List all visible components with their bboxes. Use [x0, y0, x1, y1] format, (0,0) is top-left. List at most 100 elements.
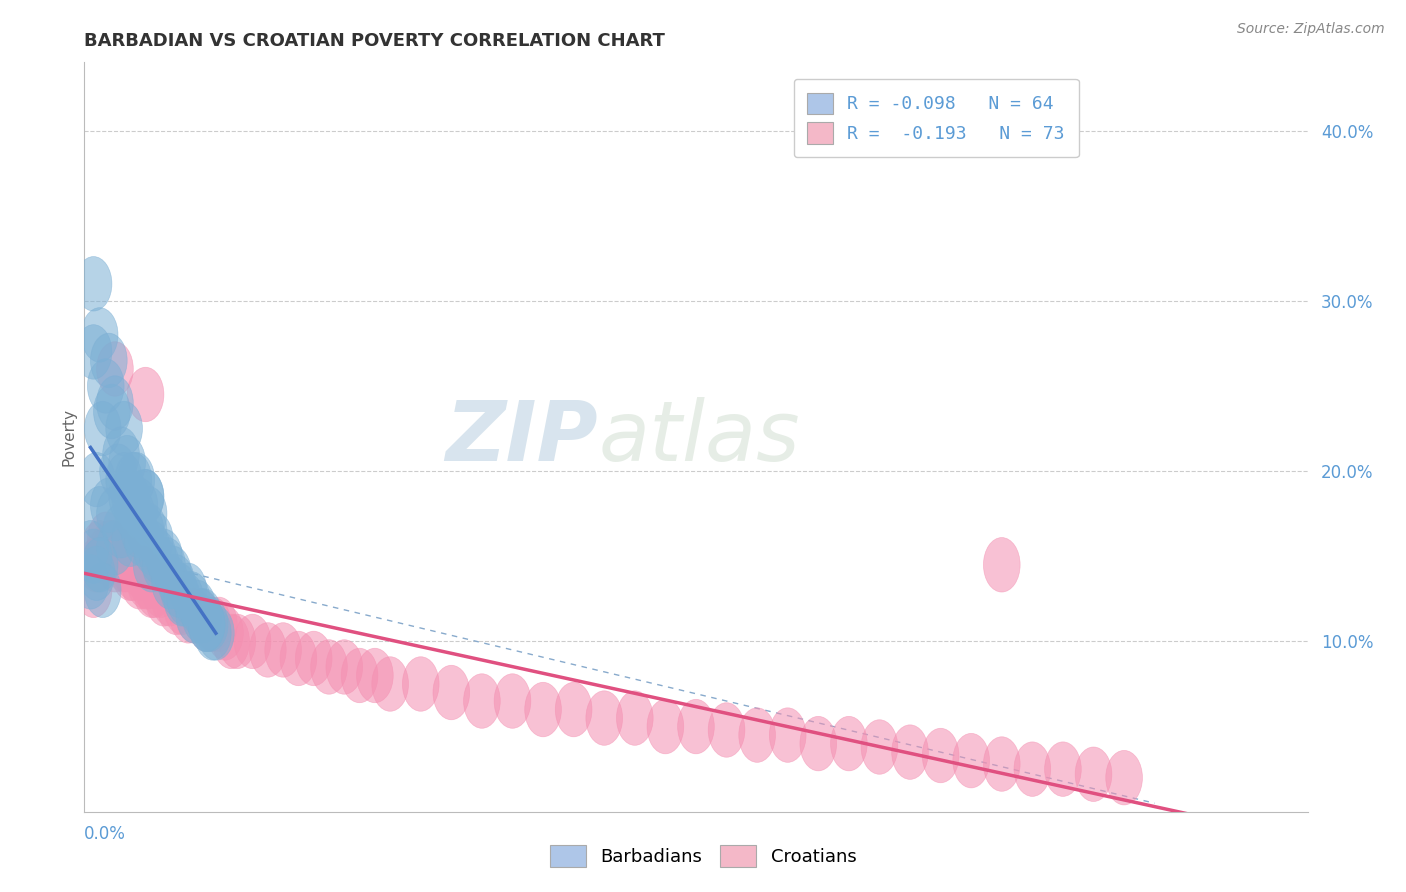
Ellipse shape — [891, 725, 928, 780]
Ellipse shape — [922, 728, 959, 783]
Text: BARBADIAN VS CROATIAN POVERTY CORRELATION CHART: BARBADIAN VS CROATIAN POVERTY CORRELATIO… — [84, 32, 665, 50]
Ellipse shape — [149, 538, 186, 592]
Ellipse shape — [100, 529, 136, 583]
Ellipse shape — [127, 368, 165, 422]
Ellipse shape — [127, 469, 165, 524]
Ellipse shape — [118, 538, 155, 592]
Ellipse shape — [97, 486, 134, 541]
Ellipse shape — [170, 589, 207, 643]
Ellipse shape — [555, 682, 592, 737]
Ellipse shape — [139, 555, 176, 609]
Ellipse shape — [647, 699, 683, 754]
Ellipse shape — [678, 699, 714, 754]
Ellipse shape — [197, 606, 235, 660]
Ellipse shape — [134, 521, 170, 575]
Ellipse shape — [142, 563, 179, 617]
Ellipse shape — [146, 529, 183, 583]
Ellipse shape — [127, 555, 165, 609]
Ellipse shape — [524, 682, 561, 737]
Ellipse shape — [342, 648, 378, 703]
Ellipse shape — [179, 580, 217, 634]
Ellipse shape — [264, 623, 301, 677]
Ellipse shape — [167, 572, 204, 626]
Ellipse shape — [112, 512, 149, 566]
Ellipse shape — [103, 529, 139, 583]
Ellipse shape — [212, 615, 249, 669]
Ellipse shape — [235, 615, 271, 669]
Ellipse shape — [183, 589, 219, 643]
Ellipse shape — [983, 737, 1021, 791]
Ellipse shape — [326, 640, 363, 694]
Ellipse shape — [87, 512, 124, 566]
Ellipse shape — [115, 452, 152, 507]
Ellipse shape — [112, 469, 149, 524]
Ellipse shape — [586, 690, 623, 746]
Ellipse shape — [84, 563, 121, 617]
Ellipse shape — [121, 478, 157, 533]
Ellipse shape — [165, 580, 201, 634]
Text: 0.0%: 0.0% — [84, 825, 127, 843]
Ellipse shape — [157, 555, 194, 609]
Ellipse shape — [194, 606, 231, 660]
Ellipse shape — [87, 359, 124, 413]
Ellipse shape — [191, 597, 228, 652]
Ellipse shape — [97, 376, 134, 430]
Ellipse shape — [249, 623, 287, 677]
Ellipse shape — [75, 325, 112, 379]
Ellipse shape — [157, 580, 194, 634]
Ellipse shape — [131, 555, 167, 609]
Ellipse shape — [295, 632, 332, 686]
Ellipse shape — [142, 538, 179, 592]
Ellipse shape — [108, 538, 146, 592]
Ellipse shape — [103, 427, 139, 482]
Ellipse shape — [176, 589, 212, 643]
Ellipse shape — [769, 708, 806, 763]
Ellipse shape — [201, 597, 238, 652]
Ellipse shape — [121, 555, 157, 609]
Y-axis label: Poverty: Poverty — [60, 408, 76, 467]
Ellipse shape — [311, 640, 347, 694]
Ellipse shape — [709, 703, 745, 757]
Ellipse shape — [1045, 742, 1081, 797]
Ellipse shape — [402, 657, 439, 711]
Ellipse shape — [494, 673, 531, 728]
Ellipse shape — [165, 572, 201, 626]
Ellipse shape — [188, 597, 225, 652]
Ellipse shape — [152, 572, 188, 626]
Ellipse shape — [800, 716, 837, 771]
Ellipse shape — [146, 572, 183, 626]
Ellipse shape — [75, 529, 112, 583]
Ellipse shape — [207, 606, 243, 660]
Ellipse shape — [371, 657, 409, 711]
Ellipse shape — [105, 452, 142, 507]
Ellipse shape — [118, 452, 155, 507]
Ellipse shape — [97, 521, 134, 575]
Ellipse shape — [90, 478, 127, 533]
Ellipse shape — [118, 486, 155, 541]
Ellipse shape — [108, 435, 146, 490]
Ellipse shape — [131, 503, 167, 558]
Ellipse shape — [136, 563, 173, 617]
Ellipse shape — [84, 529, 121, 583]
Ellipse shape — [121, 503, 157, 558]
Ellipse shape — [186, 589, 222, 643]
Ellipse shape — [82, 521, 118, 575]
Ellipse shape — [97, 538, 134, 592]
Ellipse shape — [90, 521, 127, 575]
Legend: Barbadians, Croatians: Barbadians, Croatians — [543, 838, 863, 874]
Ellipse shape — [75, 257, 112, 311]
Ellipse shape — [219, 615, 256, 669]
Ellipse shape — [108, 469, 146, 524]
Ellipse shape — [82, 486, 118, 541]
Ellipse shape — [90, 334, 127, 388]
Ellipse shape — [280, 632, 316, 686]
Ellipse shape — [464, 673, 501, 728]
Ellipse shape — [124, 546, 160, 600]
Ellipse shape — [860, 720, 898, 774]
Ellipse shape — [84, 401, 121, 456]
Ellipse shape — [160, 563, 197, 617]
Ellipse shape — [152, 555, 188, 609]
Ellipse shape — [100, 444, 136, 499]
Ellipse shape — [170, 563, 207, 617]
Ellipse shape — [82, 538, 118, 592]
